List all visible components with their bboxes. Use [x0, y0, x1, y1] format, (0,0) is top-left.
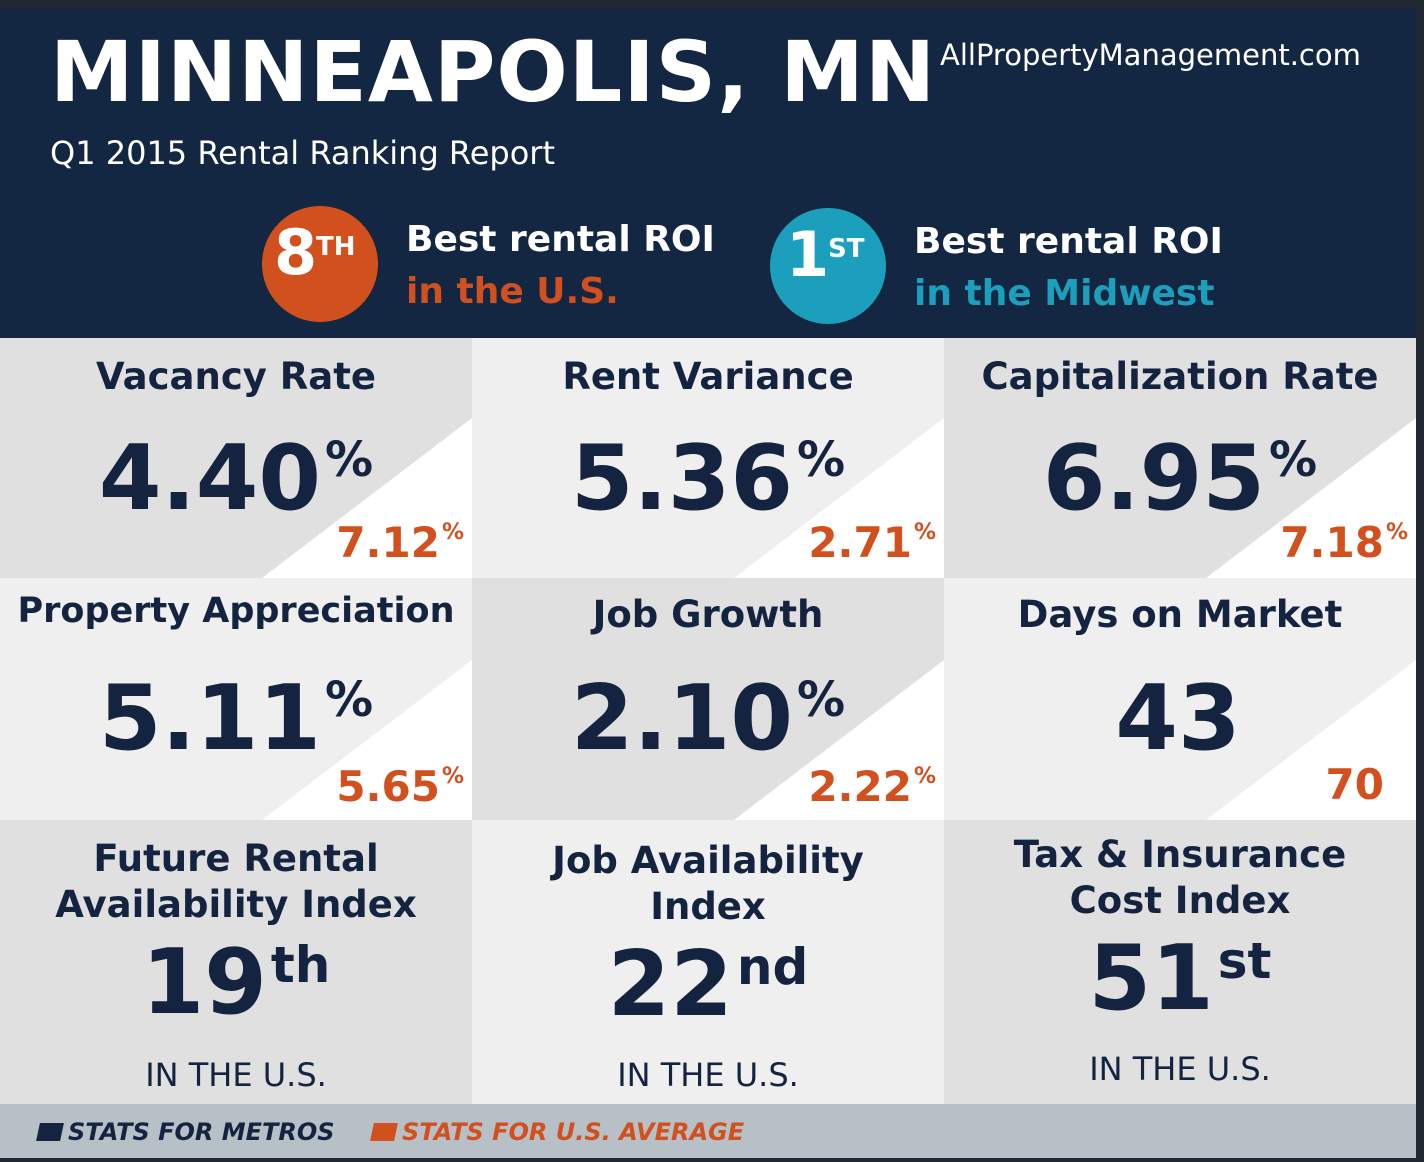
stat-card-rent-variance: Rent Variance 5.36% 2.71%	[472, 338, 944, 578]
index-title-line2: Index	[650, 885, 766, 928]
stat-value-number: 43	[1115, 666, 1241, 771]
midwest-rank-text: Best rental ROI in the Midwest	[914, 216, 1223, 320]
stat-us-average-number: 5.65	[336, 762, 440, 811]
legend-metro-label: STATS FOR METROS	[68, 1118, 335, 1146]
us-rank-badge: 8 TH	[262, 206, 378, 322]
stat-value-unit: %	[796, 672, 846, 728]
stat-value-unit: %	[324, 432, 374, 488]
stat-us-average-number: 7.12	[336, 518, 440, 567]
stat-us-average-unit: %	[913, 520, 936, 545]
stat-title: Property Appreciation	[17, 591, 455, 631]
index-rank-ordinal: nd	[736, 938, 809, 996]
index-rank: 19th	[0, 938, 472, 1028]
index-rank-ordinal: st	[1217, 932, 1272, 990]
stat-value: 4.40%	[0, 434, 472, 524]
stat-value-unit: %	[324, 672, 374, 728]
stat-card-property-appreciation: Property Appreciation 5.11% 5.65%	[0, 578, 472, 820]
stat-us-average: 7.12%	[336, 522, 464, 564]
stat-title: Capitalization Rate	[981, 355, 1379, 398]
index-note: IN THE U.S.	[145, 1056, 327, 1094]
stat-us-average-unit: %	[1385, 520, 1408, 545]
midwest-rank-badge: 1 ST	[770, 208, 886, 324]
us-rank-text: Best rental ROI in the U.S.	[406, 214, 715, 318]
stat-value-number: 5.11	[98, 666, 321, 771]
stat-us-average-unit: %	[913, 764, 936, 789]
stat-title: Job Growth	[592, 593, 824, 636]
us-average-corner	[262, 660, 472, 820]
stat-value-unit: %	[796, 432, 846, 488]
report-subtitle: Q1 2015 Rental Ranking Report	[50, 134, 555, 172]
stat-value: 43	[944, 674, 1416, 764]
us-rank-number: 8	[274, 216, 318, 289]
midwest-rank-line1: Best rental ROI	[914, 221, 1223, 262]
stat-value-unit: %	[1268, 432, 1318, 488]
stat-value: 5.11%	[0, 674, 472, 764]
stat-us-average: 2.71%	[808, 522, 936, 564]
metro-swatch-icon	[36, 1123, 64, 1141]
stat-card-job-growth: Job Growth 2.10% 2.22%	[472, 578, 944, 820]
index-title-line1: Future Rental	[93, 837, 379, 880]
stat-us-average: 2.22%	[808, 766, 936, 808]
stat-us-average: 7.18%	[1280, 522, 1408, 564]
index-card-job-availability: Job Availability Index 22nd IN THE U.S.	[472, 820, 944, 1104]
index-card-future-rental-availability: Future Rental Availability Index 19th IN…	[0, 820, 472, 1104]
stat-us-average-number: 2.71	[808, 518, 912, 567]
stat-card-days-on-market: Days on Market 43 70	[944, 578, 1416, 820]
index-title-line2: Availability Index	[55, 883, 417, 926]
us-rank-line1: Best rental ROI	[406, 219, 715, 260]
stat-value: 2.10%	[472, 674, 944, 764]
us-rank-line2: in the U.S.	[406, 271, 619, 313]
legend-metro: STATS FOR METROS	[36, 1118, 335, 1146]
legend-us-average: STATS FOR U.S. AVERAGE	[370, 1118, 745, 1146]
index-title-line2: Cost Index	[1069, 879, 1291, 922]
us-average-corner	[734, 418, 944, 578]
stat-us-average-unit: %	[441, 764, 464, 789]
midwest-rank-number: 1	[786, 218, 830, 291]
index-rank-number: 19	[141, 930, 267, 1035]
stat-value: 6.95%	[944, 434, 1416, 524]
stat-card-capitalization-rate: Capitalization Rate 6.95% 7.18%	[944, 338, 1416, 578]
report-header: MINNEAPOLIS, MN Q1 2015 Rental Ranking R…	[0, 8, 1416, 338]
stat-value: 5.36%	[472, 434, 944, 524]
index-rank-number: 22	[607, 932, 733, 1037]
index-note: IN THE U.S.	[617, 1056, 799, 1094]
index-rank-ordinal: th	[270, 936, 331, 994]
stat-us-average-number: 7.18	[1280, 518, 1384, 567]
stat-value-number: 5.36	[570, 426, 793, 531]
index-note: IN THE U.S.	[1089, 1050, 1271, 1088]
index-title-line1: Job Availability	[552, 839, 864, 882]
stat-value-number: 6.95	[1042, 426, 1265, 531]
stat-card-vacancy-rate: Vacancy Rate 4.40% 7.12%	[0, 338, 472, 578]
legend-us-label: STATS FOR U.S. AVERAGE	[402, 1118, 745, 1146]
stat-us-average: 70	[1326, 764, 1386, 806]
stat-us-average-number: 70	[1325, 760, 1384, 809]
stat-us-average: 5.65%	[336, 766, 464, 808]
index-rank-number: 51	[1088, 926, 1214, 1031]
us-average-corner	[1206, 660, 1416, 820]
us-average-corner	[262, 418, 472, 578]
index-rank: 22nd	[472, 940, 944, 1030]
us-average-swatch-icon	[370, 1123, 398, 1141]
index-rank: 51st	[944, 934, 1416, 1024]
midwest-rank-line2: in the Midwest	[914, 273, 1215, 315]
stat-value-number: 4.40	[98, 426, 321, 531]
stat-us-average-number: 2.22	[808, 762, 912, 811]
index-card-tax-insurance-cost: Tax & Insurance Cost Index 51st IN THE U…	[944, 820, 1416, 1104]
stat-title: Rent Variance	[562, 355, 854, 398]
index-title-line1: Tax & Insurance	[1013, 833, 1347, 876]
us-average-corner	[1206, 418, 1416, 578]
legend: STATS FOR METROS STATS FOR U.S. AVERAGE	[0, 1104, 1416, 1158]
stat-title: Days on Market	[1017, 593, 1343, 636]
stat-title: Vacancy Rate	[96, 355, 376, 398]
site-url: AllPropertyManagement.com	[940, 38, 1361, 72]
us-rank-suffix: TH	[316, 232, 356, 262]
us-average-corner	[734, 660, 944, 820]
stats-grid: Vacancy Rate 4.40% 7.12% Rent Variance 5…	[0, 338, 1416, 1104]
stat-us-average-unit: %	[441, 520, 464, 545]
midwest-rank-suffix: ST	[828, 234, 865, 264]
city-title: MINNEAPOLIS, MN	[50, 23, 937, 121]
stat-value-number: 2.10	[570, 666, 793, 771]
